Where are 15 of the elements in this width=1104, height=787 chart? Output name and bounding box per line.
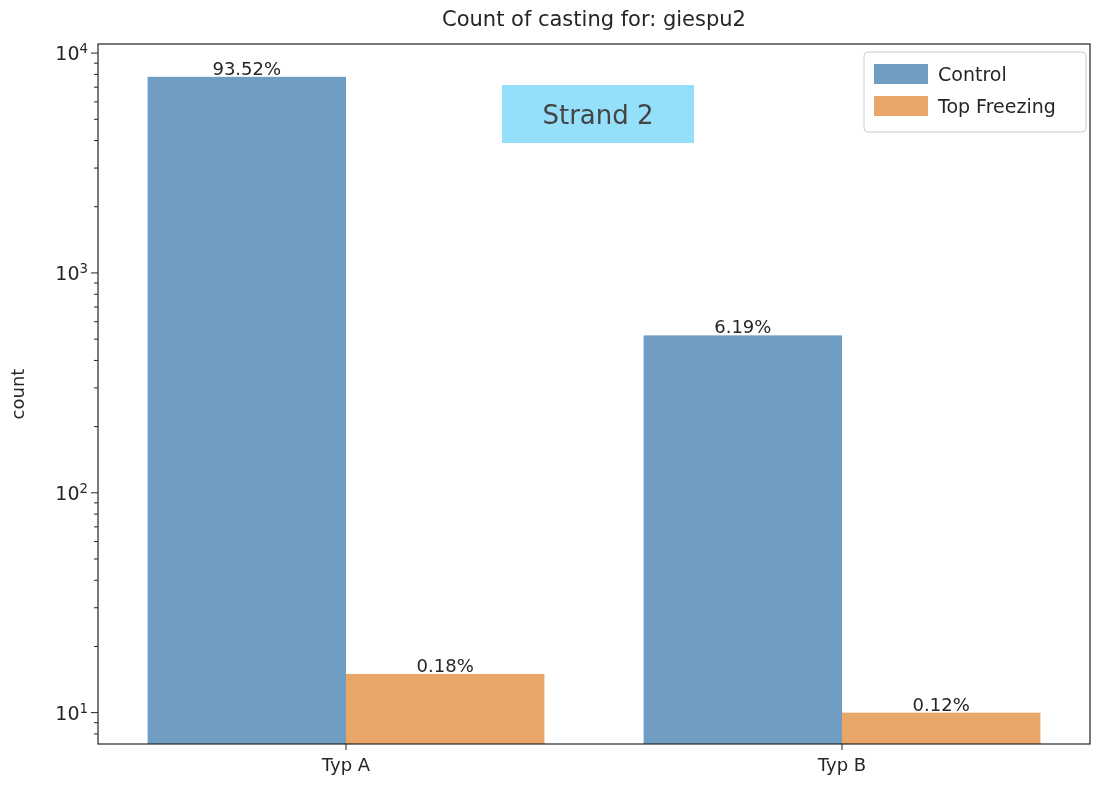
chart-title: Count of casting for: giespu2 xyxy=(442,7,746,31)
y-tick-label: 10$^{2}$ xyxy=(55,480,88,504)
y-tick-label: 10$^{3}$ xyxy=(55,260,88,284)
y-axis-title: count xyxy=(7,368,28,420)
y-tick-label: 10$^{4}$ xyxy=(55,40,88,65)
annotation: 93.52% xyxy=(212,57,282,79)
legend-label: Top Freezing xyxy=(937,95,1056,117)
legend-label: Control xyxy=(938,63,1007,85)
x-tick-label: Typ A xyxy=(320,754,371,775)
annotation: Strand 2 xyxy=(542,100,654,130)
annotation: 6.19% xyxy=(714,316,772,338)
annotation: 0.12% xyxy=(912,693,970,715)
annotation: 0.18% xyxy=(416,654,474,676)
y-tick-label: 10$^{1}$ xyxy=(55,700,88,724)
x-tick-label: Typ B xyxy=(816,754,867,775)
